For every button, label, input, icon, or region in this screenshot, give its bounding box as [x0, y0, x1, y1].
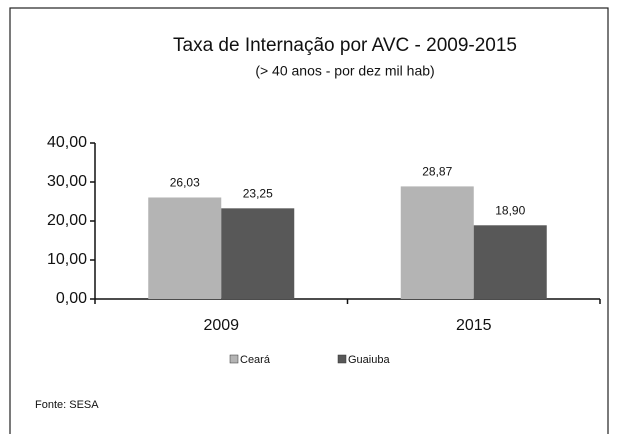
y-tick-label: 30,00 — [47, 173, 87, 190]
legend-swatch — [229, 354, 239, 364]
chart-title: Taxa de Internação por AVC - 2009-2015 — [173, 35, 517, 56]
value-label: 28,87 — [422, 165, 452, 179]
legend-label: Guaiuba — [348, 354, 390, 366]
value-label: 26,03 — [170, 176, 200, 190]
source: Fonte: SESA — [35, 399, 99, 411]
y-tick-label: 0,00 — [56, 290, 87, 307]
y-tick-label: 10,00 — [47, 251, 87, 268]
bar — [148, 197, 222, 299]
bar — [221, 208, 295, 299]
frame — [9, 7, 609, 434]
bar — [473, 225, 547, 299]
bar — [400, 186, 474, 299]
value-label: 23,25 — [243, 186, 273, 200]
x-tick-label: 2015 — [456, 317, 492, 334]
chart-subtitle: (> 40 anos - por dez mil hab) — [255, 63, 434, 79]
x-tick-label: 2009 — [203, 317, 239, 334]
y-tick-label: 40,00 — [47, 134, 87, 151]
legend-label: Ceará — [240, 354, 271, 366]
legend-swatch — [337, 354, 347, 364]
value-label: 18,90 — [495, 203, 525, 217]
y-tick-label: 20,00 — [47, 212, 87, 229]
